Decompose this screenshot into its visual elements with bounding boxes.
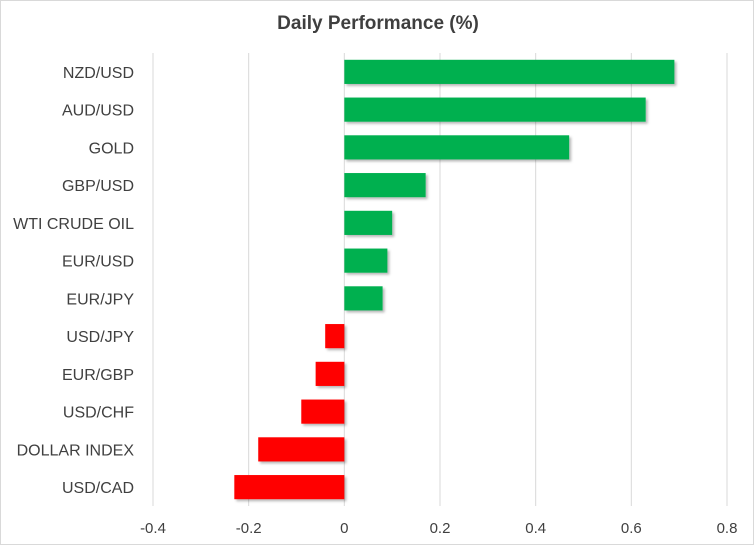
bar: [234, 475, 345, 500]
bar: [325, 324, 345, 349]
x-tick-label: 0.2: [430, 520, 451, 537]
bars: [234, 59, 675, 500]
bar: [344, 286, 383, 311]
category-label: USD/CHF: [63, 405, 134, 422]
category-labels: NZD/USD AUD/USD GOLD GBP/USD WTI CRUDE OIL EU…: [13, 65, 134, 497]
category-label: GBP/USD: [62, 178, 134, 195]
bar: [344, 59, 675, 84]
bar: [344, 210, 393, 235]
category-label: NZD/USD: [63, 65, 134, 82]
bar: [301, 399, 345, 424]
category-label: EUR/JPY: [66, 291, 134, 308]
bar: [344, 248, 388, 273]
x-tick-label: 0: [340, 520, 348, 537]
bar: [315, 361, 345, 386]
x-tick-label: 0.8: [717, 520, 738, 537]
category-label: AUD/USD: [62, 103, 134, 120]
x-tick-label: 0.4: [525, 520, 546, 537]
category-label: USD/JPY: [66, 329, 134, 346]
category-label: USD/CAD: [62, 480, 134, 497]
bar: [344, 97, 646, 122]
category-label: WTI CRUDE OIL: [13, 216, 134, 233]
category-label: EUR/GBP: [62, 367, 134, 384]
category-label: DOLLAR INDEX: [17, 442, 135, 459]
gridlines: [152, 53, 728, 506]
category-label: GOLD: [89, 140, 134, 157]
x-tick-label: 0.6: [621, 520, 642, 537]
category-label: EUR/USD: [62, 254, 134, 271]
x-tick-label: -0.2: [236, 520, 262, 537]
bar: [344, 135, 570, 160]
x-tick-labels: -0.4 -0.2 0 0.2 0.4 0.6 0.8: [140, 520, 737, 537]
chart-title: Daily Performance (%): [277, 13, 479, 34]
x-tick-label: -0.4: [140, 520, 166, 537]
bar: [344, 173, 426, 198]
bar: [258, 437, 345, 462]
